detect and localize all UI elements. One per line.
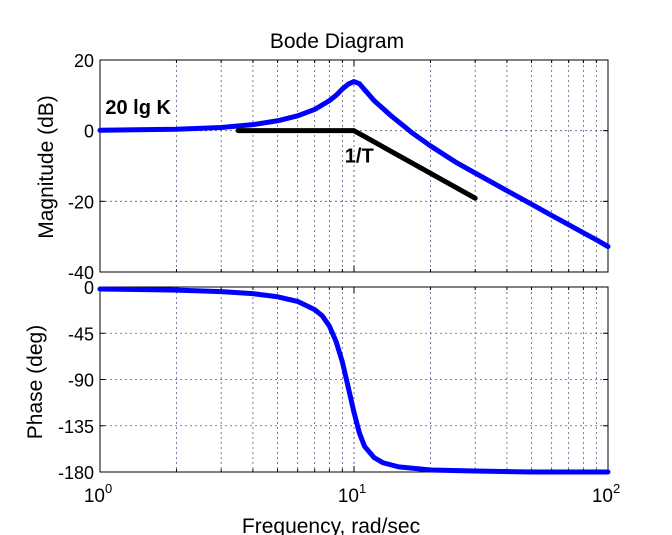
y-tick-label: -135 bbox=[58, 417, 94, 437]
x-tick-label: 102 bbox=[592, 481, 620, 507]
y-tick-label: -180 bbox=[58, 463, 94, 483]
y-tick-label: -90 bbox=[68, 371, 94, 391]
annotation-0: 20 lg K bbox=[105, 97, 171, 119]
magnitude-series-1 bbox=[235, 128, 478, 201]
y-tick-label: 0 bbox=[84, 122, 94, 142]
x-axis-label: Frequency, rad/sec bbox=[242, 515, 420, 535]
phase-ylabel: Phase (deg) bbox=[24, 325, 47, 439]
chart-title: Bode Diagram bbox=[270, 30, 404, 53]
x-tick-label: 100 bbox=[84, 481, 112, 507]
y-tick-label: 20 bbox=[74, 51, 94, 71]
y-tick-label: -45 bbox=[68, 324, 94, 344]
y-tick-label: -20 bbox=[68, 192, 94, 212]
magnitude-ylabel: Magnitude (dB) bbox=[35, 95, 58, 239]
annotation-1: 1/T bbox=[345, 145, 374, 167]
x-tick-label: 101 bbox=[338, 481, 366, 507]
phase-series-0 bbox=[97, 286, 611, 475]
y-tick-label: -40 bbox=[68, 263, 94, 283]
magnitude-series-0 bbox=[97, 79, 611, 250]
y-tick-label: 0 bbox=[84, 278, 94, 298]
magnitude-axes: 20 0 -20 -40 20 lg K 1/T bbox=[68, 51, 611, 283]
